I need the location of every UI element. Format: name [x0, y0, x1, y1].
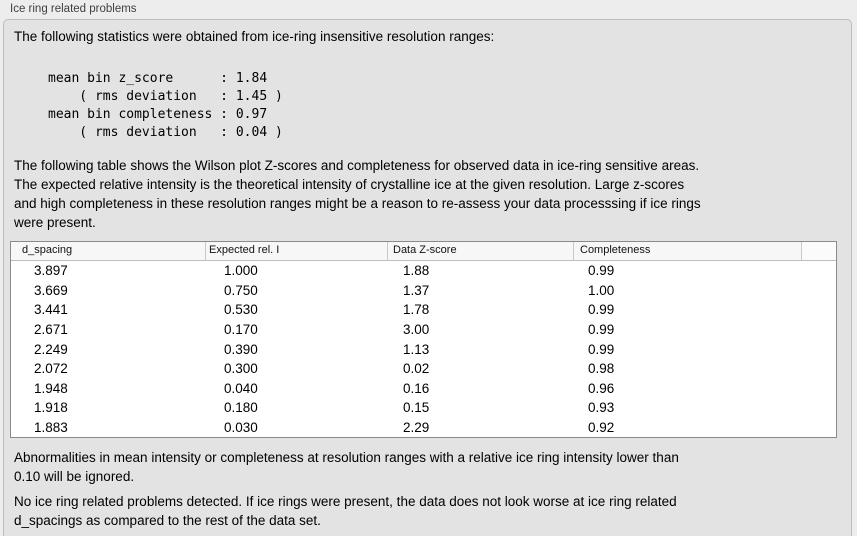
cell-completeness: 0.99	[588, 263, 615, 279]
cell-d-spacing: 2.072	[34, 361, 68, 377]
cell-d-spacing: 2.671	[34, 321, 68, 337]
col-header-d-spacing[interactable]: d_spacing	[22, 244, 73, 256]
table-row[interactable]: 1.918 0.180 0.15 0.93	[11, 398, 836, 418]
table-body: 3.897 1.000 1.88 0.99 3.669 0.750 1.37 1…	[11, 261, 836, 437]
ice-ring-table: d_spacing Expected rel. I Data Z-score C…	[10, 241, 837, 438]
cell-completeness: 0.99	[588, 302, 615, 318]
table-row[interactable]: 2.249 0.390 1.13 0.99	[11, 339, 836, 359]
cell-d-spacing: 3.441	[34, 302, 68, 318]
table-row[interactable]: 1.948 0.040 0.16 0.96	[11, 378, 836, 398]
cell-d-spacing: 2.249	[34, 341, 68, 357]
cell-d-spacing: 3.669	[34, 282, 68, 298]
col-header-empty[interactable]	[801, 242, 836, 260]
table-description: The following table shows the Wilson plo…	[14, 158, 701, 230]
col-header-data-z-score[interactable]: Data Z-score	[387, 242, 573, 260]
intro-text: The following statistics were obtained f…	[14, 29, 495, 44]
table-row[interactable]: 3.897 1.000 1.88 0.99	[11, 261, 836, 281]
table-row[interactable]: 3.441 0.530 1.78 0.99	[11, 300, 836, 320]
cell-d-spacing: 1.918	[34, 400, 68, 416]
cell-completeness: 1.00	[588, 282, 615, 298]
panel-body: The following statistics were obtained f…	[3, 19, 852, 536]
ignore-note: Abnormalities in mean intensity or compl…	[14, 450, 679, 484]
table-row[interactable]: 1.883 0.030 2.29 0.92	[11, 418, 836, 438]
cell-d-spacing: 1.948	[34, 380, 68, 396]
cell-d-spacing: 3.897	[34, 263, 68, 279]
cell-completeness: 0.93	[588, 400, 615, 416]
cell-expected-rel-i: 0.030	[224, 419, 258, 435]
cell-data-z-score: 2.29	[403, 419, 430, 435]
col-header-completeness[interactable]: Completeness	[573, 242, 801, 260]
cell-expected-rel-i: 0.300	[224, 361, 258, 377]
cell-data-z-score: 1.88	[403, 263, 430, 279]
cell-data-z-score: 1.13	[403, 341, 430, 357]
cell-data-z-score: 0.02	[403, 361, 430, 377]
cell-expected-rel-i: 1.000	[224, 263, 258, 279]
cell-data-z-score: 1.37	[403, 282, 430, 298]
cell-completeness: 0.96	[588, 380, 615, 396]
panel-title: Ice ring related problems	[10, 3, 137, 15]
cell-data-z-score: 3.00	[403, 321, 430, 337]
cell-expected-rel-i: 0.180	[224, 400, 258, 416]
cell-completeness: 0.92	[588, 419, 615, 435]
table-header: d_spacing Expected rel. I Data Z-score C…	[11, 242, 836, 261]
cell-completeness: 0.99	[588, 341, 615, 357]
conclusion-text: No ice ring related problems detected. I…	[14, 494, 677, 528]
cell-data-z-score: 0.16	[403, 380, 430, 396]
cell-completeness: 0.98	[588, 361, 615, 377]
cell-expected-rel-i: 0.390	[224, 341, 258, 357]
cell-expected-rel-i: 0.530	[224, 302, 258, 318]
table-row[interactable]: 2.072 0.300 0.02 0.98	[11, 359, 836, 379]
cell-expected-rel-i: 0.170	[224, 321, 258, 337]
cell-d-spacing: 1.883	[34, 419, 68, 435]
col-header-expected-rel-i[interactable]: Expected rel. I	[205, 242, 387, 260]
cell-expected-rel-i: 0.750	[224, 282, 258, 298]
cell-data-z-score: 1.78	[403, 302, 430, 318]
cell-data-z-score: 0.15	[403, 400, 430, 416]
statistics-block: mean bin z_score : 1.84 ( rms deviation …	[48, 71, 283, 140]
cell-expected-rel-i: 0.040	[224, 380, 258, 396]
table-row[interactable]: 2.671 0.170 3.00 0.99	[11, 320, 836, 340]
table-row[interactable]: 3.669 0.750 1.37 1.00	[11, 281, 836, 301]
cell-completeness: 0.99	[588, 321, 615, 337]
